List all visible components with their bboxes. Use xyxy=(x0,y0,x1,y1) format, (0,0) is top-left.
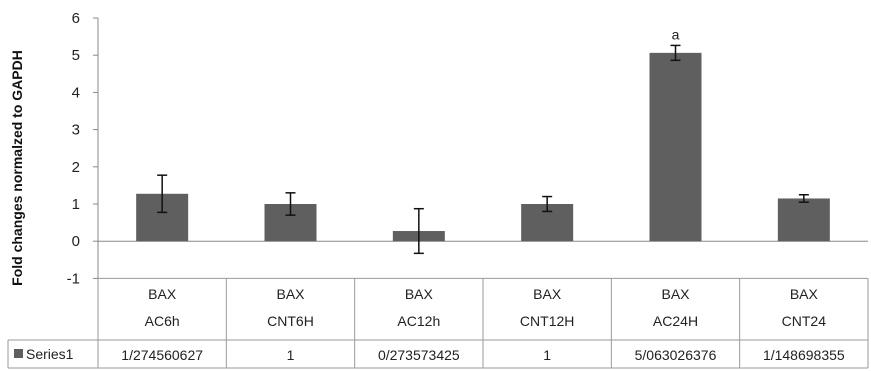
significance-annotation: a xyxy=(672,26,680,42)
category-label: AC6h xyxy=(145,313,180,329)
category-label: BAX xyxy=(405,286,434,302)
table-value: 1/148698355 xyxy=(763,347,845,363)
category-label: BAX xyxy=(276,286,305,302)
category-label: BAX xyxy=(148,286,177,302)
data-table: BAX AC6h BAX CNT6H BAX AC12h BAX CNT12H BAX AC24H… xyxy=(7,277,869,369)
bar xyxy=(649,52,702,242)
y-tick-label: 6 xyxy=(72,10,80,27)
bars-group xyxy=(136,52,830,242)
legend-series-name: Series1 xyxy=(26,346,74,362)
category-label: CNT12H xyxy=(520,313,574,329)
y-tick-label: 3 xyxy=(72,122,80,139)
y-tick-label: 2 xyxy=(72,159,80,176)
annotations-group: a xyxy=(672,26,680,42)
axes-group: -1 0 1 2 3 4 5 6 xyxy=(67,10,868,287)
category-label: AC12h xyxy=(397,313,440,329)
table-value: 1/274560627 xyxy=(121,347,203,363)
table-value: 5/063026376 xyxy=(635,347,717,363)
bar xyxy=(777,198,830,242)
category-label: AC24H xyxy=(653,313,698,329)
category-label: BAX xyxy=(661,286,690,302)
category-label: CNT6H xyxy=(267,313,314,329)
y-tick-label: 4 xyxy=(72,84,80,101)
category-label: BAX xyxy=(533,286,562,302)
error-bars-group xyxy=(157,44,809,255)
y-tick-label: -1 xyxy=(67,270,80,287)
y-tick-label: 1 xyxy=(72,196,80,213)
y-tick-label: 0 xyxy=(72,233,80,250)
table-value: 1 xyxy=(543,347,551,363)
category-label: CNT24 xyxy=(782,313,827,329)
y-tick-label: 5 xyxy=(72,47,80,64)
table-value: 1 xyxy=(287,347,295,363)
category-label: BAX xyxy=(790,286,819,302)
legend-swatch xyxy=(14,349,23,358)
table-value: 0/273573425 xyxy=(378,347,460,363)
y-axis-label: Fold changes normalzed to GAPDH xyxy=(9,50,25,286)
